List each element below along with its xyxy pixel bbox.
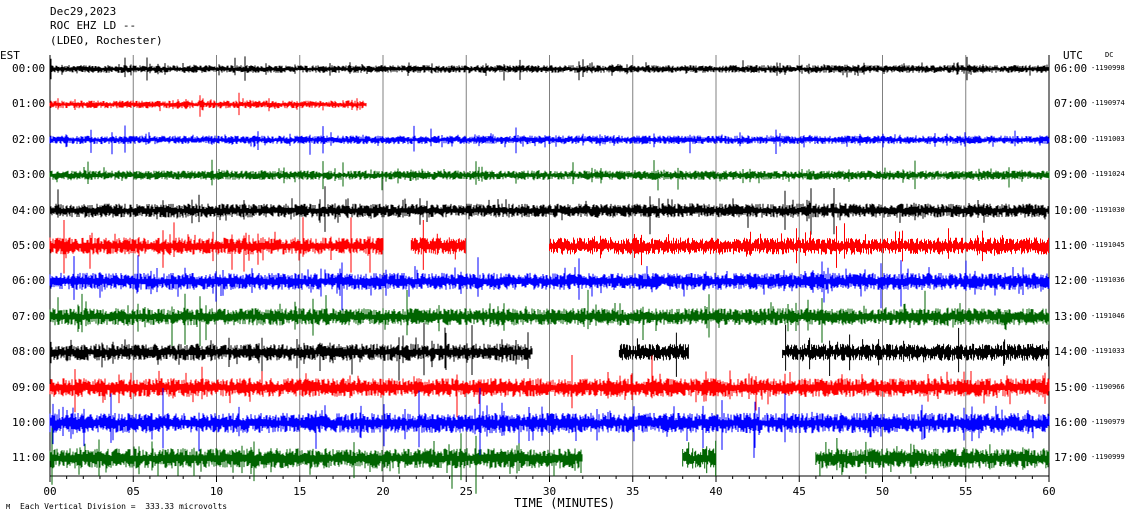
- dc-offset-label: -1191003: [1091, 134, 1125, 143]
- dc-offset-label: -1191033: [1091, 347, 1125, 356]
- x-tick-label: 20: [376, 485, 390, 498]
- utc-time-label: 17:00: [1054, 451, 1088, 465]
- scale-marker: M: [6, 503, 11, 511]
- dc-offset-label: -1191024: [1091, 170, 1125, 179]
- x-tick-label: 35: [626, 485, 640, 498]
- utc-time-label: 06:00: [1054, 62, 1088, 75]
- dc-offset-label: -1190966: [1091, 382, 1125, 391]
- trace-segment: [49, 427, 583, 494]
- x-tick-label: 55: [959, 485, 973, 498]
- trace-segment: [49, 186, 1050, 235]
- trace-segment: [49, 159, 1050, 191]
- dc-offset-label: -1191036: [1091, 276, 1125, 285]
- trace-segment: [49, 125, 1050, 155]
- trace-segment: [682, 440, 717, 477]
- utc-axis-label: UTC: [1063, 49, 1083, 62]
- est-time-label: 04:00: [12, 203, 46, 217]
- x-tick-label: 00: [43, 485, 57, 498]
- dc-offset-label: -1190979: [1091, 418, 1125, 426]
- dc-axis-label: DC: [1105, 51, 1114, 59]
- est-axis-label: EST: [0, 49, 20, 62]
- x-tick-label: 10: [209, 485, 224, 498]
- utc-time-label: 07:00: [1054, 97, 1088, 111]
- utc-time-label: 10:00: [1054, 203, 1088, 217]
- utc-time-label: 11:00: [1054, 239, 1088, 252]
- dc-offset-label: -1190999: [1091, 453, 1125, 462]
- x-tick-label: 50: [875, 485, 890, 498]
- est-time-label: 00:00: [12, 62, 46, 75]
- trace-segment: [49, 92, 367, 117]
- est-time-label: 02:00: [12, 132, 46, 146]
- trace-segment: [618, 332, 689, 377]
- est-time-label: 10:00: [12, 416, 46, 429]
- x-tick-label: 05: [126, 485, 140, 498]
- x-tick-label: 30: [542, 485, 557, 498]
- trace-segment: [49, 217, 384, 274]
- trace-segment: [49, 323, 533, 382]
- x-tick-label: 45: [792, 485, 806, 498]
- trace-segment: [49, 289, 1050, 347]
- trace-segment: [49, 355, 1050, 418]
- est-time-label: 11:00: [12, 451, 46, 465]
- utc-time-label: 16:00: [1054, 416, 1088, 429]
- x-tick-label: 25: [459, 485, 473, 498]
- network-label: (LDEO, Rochester): [50, 34, 163, 47]
- dc-offset-label: -1190998: [1091, 64, 1125, 72]
- dc-offset-label: -1191030: [1091, 205, 1125, 214]
- utc-time-label: 15:00: [1054, 380, 1088, 394]
- trace-segment: [49, 387, 1050, 458]
- x-tick-label: 15: [293, 485, 307, 498]
- est-time-label: 03:00: [12, 168, 46, 182]
- x-axis-title: TIME (MINUTES): [514, 496, 616, 510]
- dc-offset-label: -1190974: [1091, 99, 1125, 108]
- trace-segment: [49, 56, 1050, 81]
- trace-segment: [410, 220, 466, 270]
- trace-segment: [815, 438, 1050, 476]
- utc-time-label: 14:00: [1054, 345, 1088, 359]
- date-label: Dec29,2023: [50, 5, 117, 18]
- trace-segment: [782, 324, 1050, 376]
- utc-time-label: 09:00: [1054, 168, 1088, 182]
- station-label: ROC EHZ LD --: [50, 19, 137, 32]
- dc-offset-label: -1191045: [1091, 241, 1125, 249]
- x-tick-label: 40: [709, 485, 723, 498]
- est-time-label: 06:00: [12, 274, 46, 288]
- est-time-label: 01:00: [12, 97, 46, 111]
- est-time-label: 09:00: [12, 380, 46, 394]
- est-time-label: 05:00: [12, 239, 46, 252]
- utc-time-label: 12:00: [1054, 274, 1088, 288]
- dc-offset-label: -1191046: [1091, 311, 1125, 320]
- est-time-label: 08:00: [12, 345, 46, 359]
- trace-segment: [549, 223, 1049, 268]
- est-time-label: 07:00: [12, 309, 46, 323]
- utc-time-label: 13:00: [1054, 309, 1088, 323]
- trace-segment: [49, 255, 1050, 311]
- scale-note: Each Vertical Division = 333.33 microvol…: [20, 502, 228, 511]
- x-tick-label: 60: [1042, 485, 1056, 498]
- utc-time-label: 08:00: [1054, 132, 1088, 146]
